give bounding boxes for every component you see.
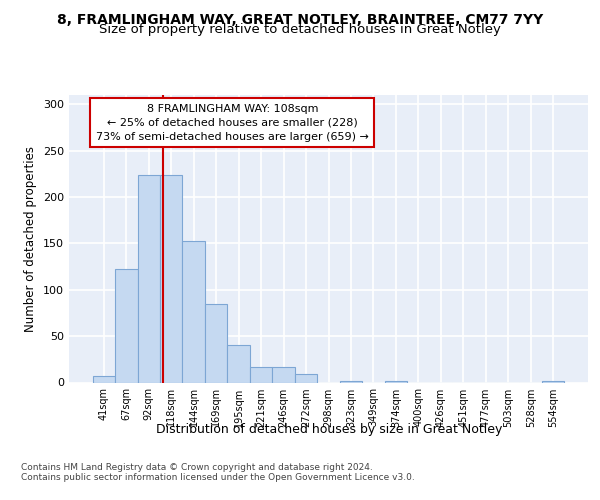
- Bar: [205, 304, 227, 382]
- Text: 8, FRAMLINGHAM WAY, GREAT NOTLEY, BRAINTREE, CM77 7YY: 8, FRAMLINGHAM WAY, GREAT NOTLEY, BRAINT…: [57, 12, 543, 26]
- Bar: [182, 240, 205, 382]
- Bar: [250, 366, 272, 382]
- Bar: [385, 380, 407, 382]
- Bar: [160, 175, 182, 382]
- Text: 8 FRAMLINGHAM WAY: 108sqm
← 25% of detached houses are smaller (228)
73% of semi: 8 FRAMLINGHAM WAY: 108sqm ← 25% of detac…: [96, 104, 369, 142]
- Text: Size of property relative to detached houses in Great Notley: Size of property relative to detached ho…: [99, 23, 501, 36]
- Bar: [340, 380, 362, 382]
- Y-axis label: Number of detached properties: Number of detached properties: [25, 146, 37, 332]
- Text: Contains HM Land Registry data © Crown copyright and database right 2024.: Contains HM Land Registry data © Crown c…: [21, 462, 373, 471]
- Bar: [295, 374, 317, 382]
- Bar: [137, 175, 160, 382]
- Bar: [227, 346, 250, 383]
- Bar: [92, 376, 115, 382]
- Text: Contains public sector information licensed under the Open Government Licence v3: Contains public sector information licen…: [21, 472, 415, 482]
- Bar: [542, 380, 565, 382]
- Text: Distribution of detached houses by size in Great Notley: Distribution of detached houses by size …: [155, 422, 502, 436]
- Bar: [115, 270, 137, 382]
- Bar: [272, 366, 295, 382]
